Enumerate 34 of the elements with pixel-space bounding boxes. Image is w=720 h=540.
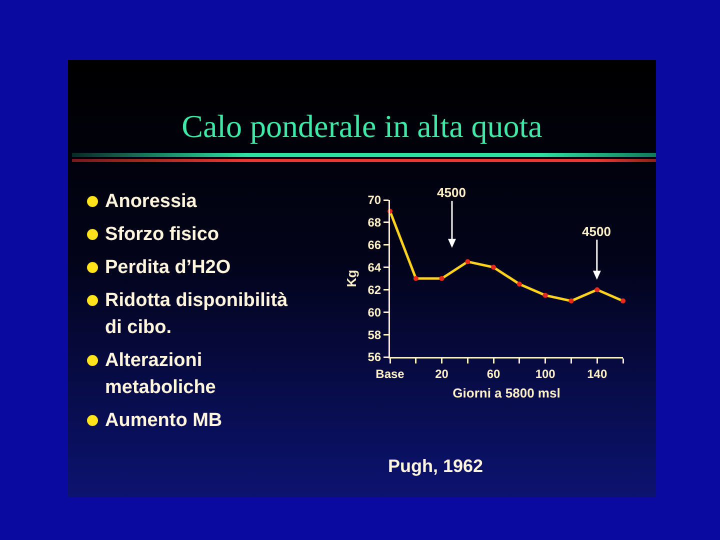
text: Sforzo fisico [105,224,220,245]
point [413,276,418,281]
text: Anoressia [105,191,197,212]
text: Alterazioni metaboliche [105,350,216,398]
text: Aumento MB [105,410,222,431]
x-tick-label: 140 [587,366,608,381]
y-tick-label: 68 [368,216,382,230]
y-tick-label: 66 [368,238,382,252]
point [439,276,444,281]
text: Pugh, 1962 [388,456,484,477]
x-tick-label: Base [376,366,405,381]
point [620,298,626,304]
chart-title: Calo ponderale in alta quota [180,107,544,146]
y-tick-label: 56 [368,350,382,364]
y-tick-label: 70 [368,193,382,208]
x-axis-title: Giorni a 5800 msl [452,385,560,400]
y-tick-label: 60 [368,305,382,320]
x-tick-label: 20 [435,366,449,381]
point [542,292,548,298]
text: Ridotta disponibilità di cibo. [105,290,288,338]
y-axis-title: Kg [344,270,359,288]
x-tick-label: 60 [486,366,501,381]
x-tick-label: 100 [535,366,556,381]
text: 4500 [437,185,466,200]
point [516,282,522,287]
y-tick-label: 62 [368,282,382,297]
y-tick-label: 58 [368,328,382,342]
text: Perdita d’H2O [105,257,231,278]
annotation: 4500 [582,224,611,239]
point [465,259,470,264]
point [594,287,600,292]
point [491,264,496,270]
y-tick-label: 64 [368,260,382,274]
point [568,298,574,304]
